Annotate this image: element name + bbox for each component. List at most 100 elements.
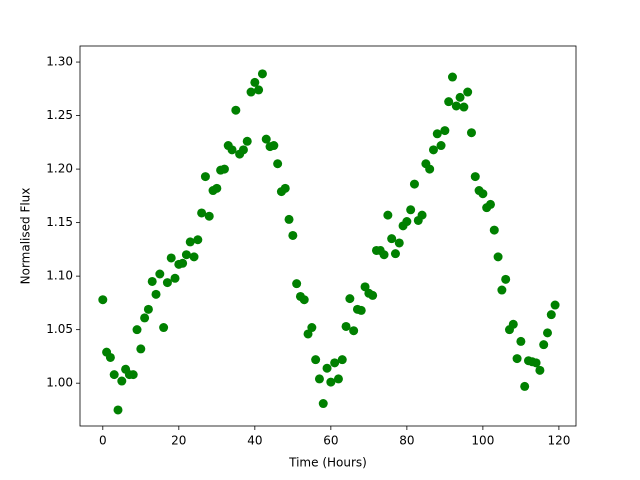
point [250, 77, 260, 87]
point [447, 72, 457, 82]
x-tick-label: 80 [399, 434, 414, 448]
point [311, 355, 321, 365]
point [254, 85, 264, 95]
point [520, 381, 530, 391]
point [333, 374, 343, 384]
point [478, 189, 488, 199]
point [550, 300, 560, 310]
point [345, 294, 355, 304]
point [428, 145, 438, 155]
y-tick-label: 1.25 [46, 108, 73, 122]
y-tick-label: 1.15 [46, 215, 73, 229]
point [109, 370, 119, 380]
point [322, 363, 332, 373]
plot-frame [79, 45, 577, 427]
point [387, 234, 397, 244]
point [349, 326, 359, 336]
point [493, 252, 503, 262]
x-axis-label: Time (Hours) [288, 456, 367, 470]
point [181, 250, 191, 260]
point [512, 354, 522, 364]
point [117, 376, 127, 386]
y-tick-label: 1.10 [46, 269, 73, 283]
x-tick-label: 0 [99, 434, 107, 448]
y-tick-label: 1.00 [46, 376, 73, 390]
point [330, 358, 340, 368]
point [159, 323, 169, 333]
point [284, 214, 294, 224]
point [292, 279, 302, 289]
point [200, 172, 210, 182]
x-tick-label: 40 [247, 434, 262, 448]
point [444, 97, 454, 107]
y-axis-label: Normalised Flux [19, 188, 33, 285]
point [402, 217, 412, 227]
point [337, 355, 347, 365]
point [280, 183, 290, 193]
point [516, 336, 526, 346]
point [261, 134, 271, 144]
point [356, 305, 366, 315]
point [193, 235, 203, 245]
point [368, 290, 378, 300]
point [489, 225, 499, 235]
point [432, 129, 442, 139]
point [151, 289, 161, 299]
point [314, 374, 324, 384]
point [470, 172, 480, 182]
point [105, 352, 115, 362]
point [451, 101, 461, 111]
point [406, 205, 416, 215]
point [257, 69, 267, 79]
point [269, 141, 279, 151]
point [189, 252, 199, 262]
point [273, 159, 283, 169]
point [140, 313, 150, 323]
point [501, 274, 511, 284]
point [539, 340, 549, 350]
point [143, 304, 153, 314]
point [98, 295, 108, 305]
y-tick-label: 1.05 [46, 322, 73, 336]
point [242, 136, 252, 146]
point [128, 370, 138, 380]
point [409, 179, 419, 189]
x-tick-label: 20 [171, 434, 186, 448]
point [459, 102, 469, 112]
point [379, 250, 389, 260]
point [390, 249, 400, 259]
x-tick-label: 100 [471, 434, 494, 448]
point [341, 321, 351, 331]
point [535, 365, 545, 375]
point [204, 211, 214, 221]
point [383, 210, 393, 220]
y-tick-label: 1.30 [46, 55, 73, 69]
point [425, 164, 435, 174]
x-tick-label: 60 [323, 434, 338, 448]
point [219, 164, 229, 174]
point [531, 358, 541, 368]
point [440, 126, 450, 136]
point [417, 210, 427, 220]
point [147, 276, 157, 286]
point [227, 145, 237, 155]
point [170, 273, 180, 283]
y-tick-label: 1.20 [46, 162, 73, 176]
point [238, 145, 248, 155]
point [542, 328, 552, 338]
point [197, 208, 207, 218]
point [132, 325, 142, 335]
point [466, 128, 476, 138]
point [246, 87, 256, 97]
point [113, 405, 123, 415]
point [166, 253, 176, 263]
point [497, 285, 507, 295]
point [326, 377, 336, 387]
point [136, 344, 146, 354]
point [185, 237, 195, 247]
point [318, 399, 328, 409]
x-tick-label: 120 [547, 434, 570, 448]
point [508, 319, 518, 329]
